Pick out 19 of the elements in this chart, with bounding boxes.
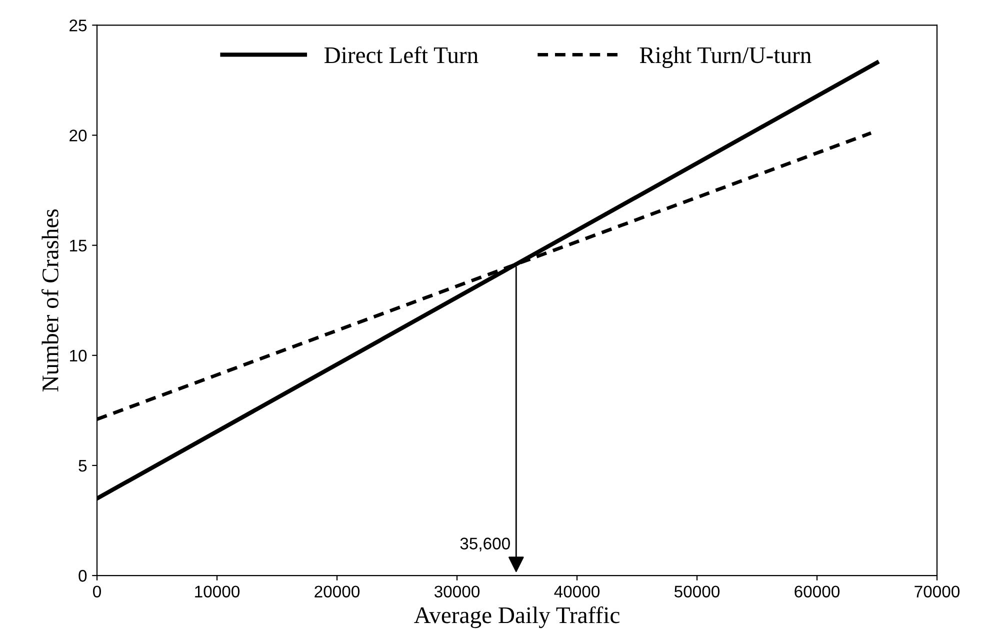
x-tick-label: 50000 <box>674 586 720 598</box>
y-tick-label: 15 <box>70 240 87 252</box>
y-tick-label: 20 <box>70 130 87 142</box>
y-tick-label: 25 <box>70 20 87 32</box>
x-tick-label: 40000 <box>554 586 600 598</box>
x-tick-label: 60000 <box>794 586 840 598</box>
y-tick-label: 5 <box>78 460 87 472</box>
x-tick-label: 70000 <box>914 586 960 598</box>
x-tick-label: 0 <box>93 586 101 598</box>
x-tick-label: 10000 <box>195 586 240 598</box>
x-axis-title: Average Daily Traffic <box>414 606 620 628</box>
x-tick-label: 30000 <box>434 586 480 598</box>
legend-label: Direct Left Turn <box>324 46 478 64</box>
annotation: 35,600 <box>460 538 510 552</box>
x-tick-label: 20000 <box>314 586 360 598</box>
y-axis-title: Number of Crashes <box>42 209 58 392</box>
y-tick-label: 0 <box>78 570 87 582</box>
legend-label: Right Turn/U-turn <box>640 46 812 68</box>
y-tick-label: 10 <box>70 350 87 362</box>
